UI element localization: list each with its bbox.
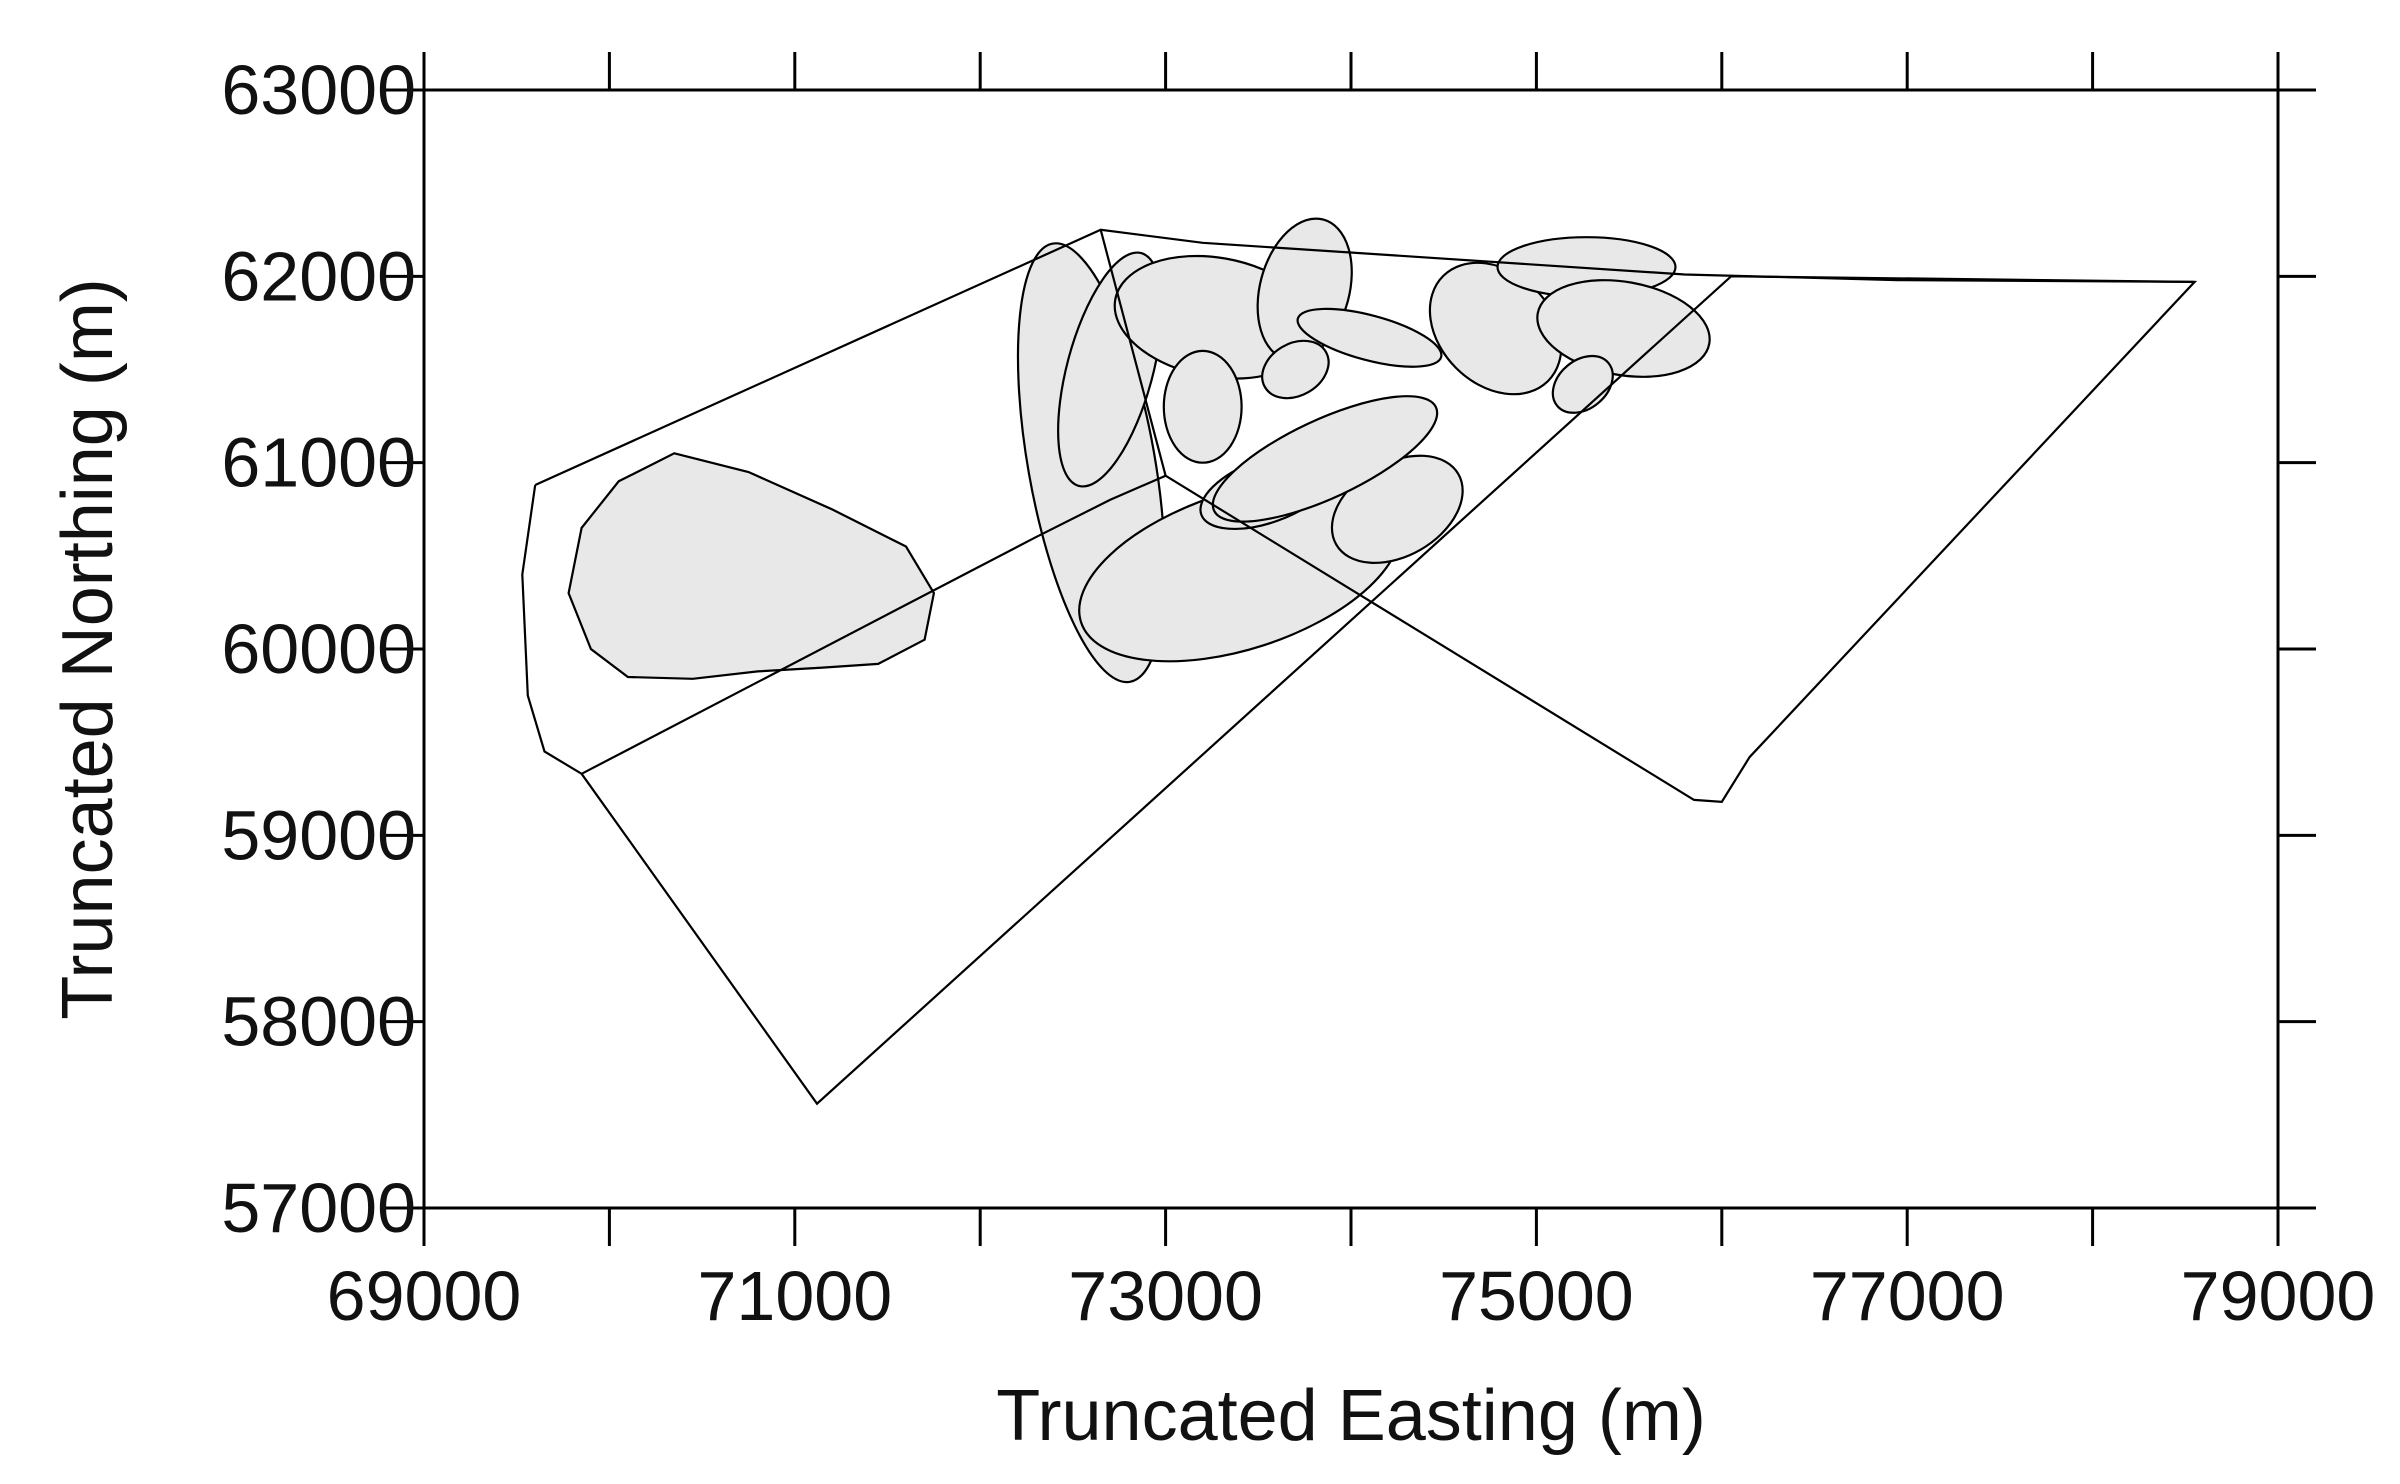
y-tick-label: 60000 xyxy=(221,610,416,688)
x-tick-label: 77000 xyxy=(1810,1257,2005,1335)
y-tick-label: 61000 xyxy=(221,424,416,502)
x-tick-label: 73000 xyxy=(1068,1257,1263,1335)
y-tick-label: 63000 xyxy=(221,51,416,129)
x-tick-label: 79000 xyxy=(2181,1257,2376,1335)
boundary-outline-2 xyxy=(580,275,2195,1106)
shaded-region-west-lobe xyxy=(567,452,936,680)
shaded-region-ellipse-i xyxy=(1261,339,1330,400)
shaded-region-ellipse-h xyxy=(1211,395,1439,523)
x-tick-label: 75000 xyxy=(1439,1257,1634,1335)
y-tick-label: 57000 xyxy=(221,1169,416,1247)
y-tick-label: 58000 xyxy=(221,983,416,1061)
boundary-outline-3 xyxy=(1099,229,1167,476)
boundary-outlines-layer xyxy=(521,228,2198,1106)
shaded-region-ellipse-k xyxy=(1296,307,1443,368)
y-axis-title: Truncated Northing (m) xyxy=(48,278,128,1020)
x-tick-label: 69000 xyxy=(327,1257,522,1335)
y-tick-label: 62000 xyxy=(221,237,416,315)
ticks-layer xyxy=(386,52,2316,1246)
x-tick-label: 71000 xyxy=(697,1257,892,1335)
shaded-region-ellipse-n xyxy=(1536,279,1711,378)
shaded-region-ellipse-o xyxy=(1551,354,1614,414)
shaded-regions-layer xyxy=(567,217,1711,684)
y-tick-label: 59000 xyxy=(221,796,416,874)
boundary-outline-1 xyxy=(521,228,2198,803)
shaded-region-ellipse-j xyxy=(1162,349,1243,464)
tick-labels-layer: 69000 71000 73000 75000 77000 79000 57000 58000… xyxy=(221,51,2375,1335)
x-axis-title: Truncated Easting (m) xyxy=(996,1376,1706,1456)
